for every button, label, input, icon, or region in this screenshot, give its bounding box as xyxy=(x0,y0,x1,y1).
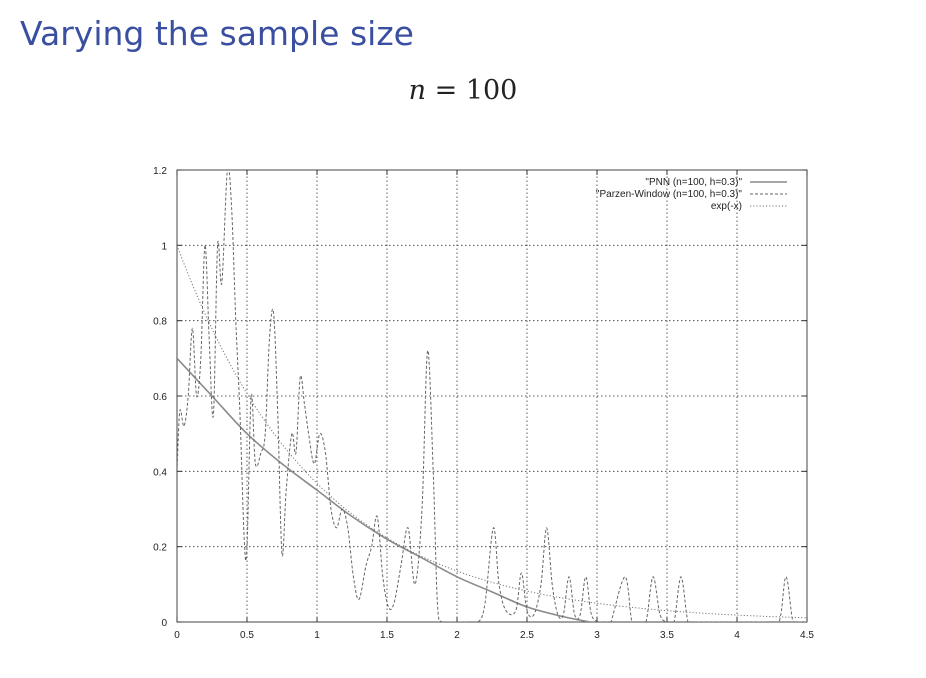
subtitle-variable: n xyxy=(408,75,427,106)
slide-title: Varying the sample size xyxy=(20,14,414,53)
x-tick-label: 0.5 xyxy=(240,630,254,641)
x-tick-label: 1.5 xyxy=(380,630,394,641)
x-tick-label: 3.5 xyxy=(660,630,674,641)
legend: "PNN (n=100, h=0.3)""Parzen-Window (n=10… xyxy=(596,177,787,212)
slide-subtitle: n = 100 xyxy=(0,75,926,106)
legend-label: "PNN (n=100, h=0.3)" xyxy=(645,177,742,188)
x-tick-label: 2.5 xyxy=(520,630,534,641)
x-tick-label: 2 xyxy=(454,630,460,641)
y-tick-label: 0.2 xyxy=(153,543,167,554)
x-tick-label: 1 xyxy=(314,630,320,641)
x-tick-label: 0 xyxy=(174,630,180,641)
series-group xyxy=(177,170,807,622)
y-tick-label: 1 xyxy=(161,241,167,252)
series-line-0 xyxy=(177,357,591,622)
grid xyxy=(176,169,808,623)
x-tick-label: 3 xyxy=(594,630,600,641)
y-tick-label: 0.4 xyxy=(153,467,167,478)
y-tick-label: 0.8 xyxy=(153,317,167,328)
y-tick-label: 0 xyxy=(161,618,167,629)
x-tick-label: 4 xyxy=(734,630,740,641)
subtitle-value: = 100 xyxy=(426,75,518,106)
series-line-1 xyxy=(177,170,807,622)
x-tick-label: 4.5 xyxy=(800,630,814,641)
plot-area xyxy=(176,169,808,623)
legend-label: exp(-x) xyxy=(711,201,742,212)
y-tick-label: 1.2 xyxy=(153,166,167,177)
y-tick-label: 0.6 xyxy=(153,392,167,403)
tick-labels: 0 0.5 1 1.5 2 2.5 3 3.5 4 4.5 0 0.2 0.4 0.6 0.8 1 1.2 xyxy=(153,166,814,641)
legend-label: "Parzen-Window (n=100, h=0.3)" xyxy=(596,189,743,200)
